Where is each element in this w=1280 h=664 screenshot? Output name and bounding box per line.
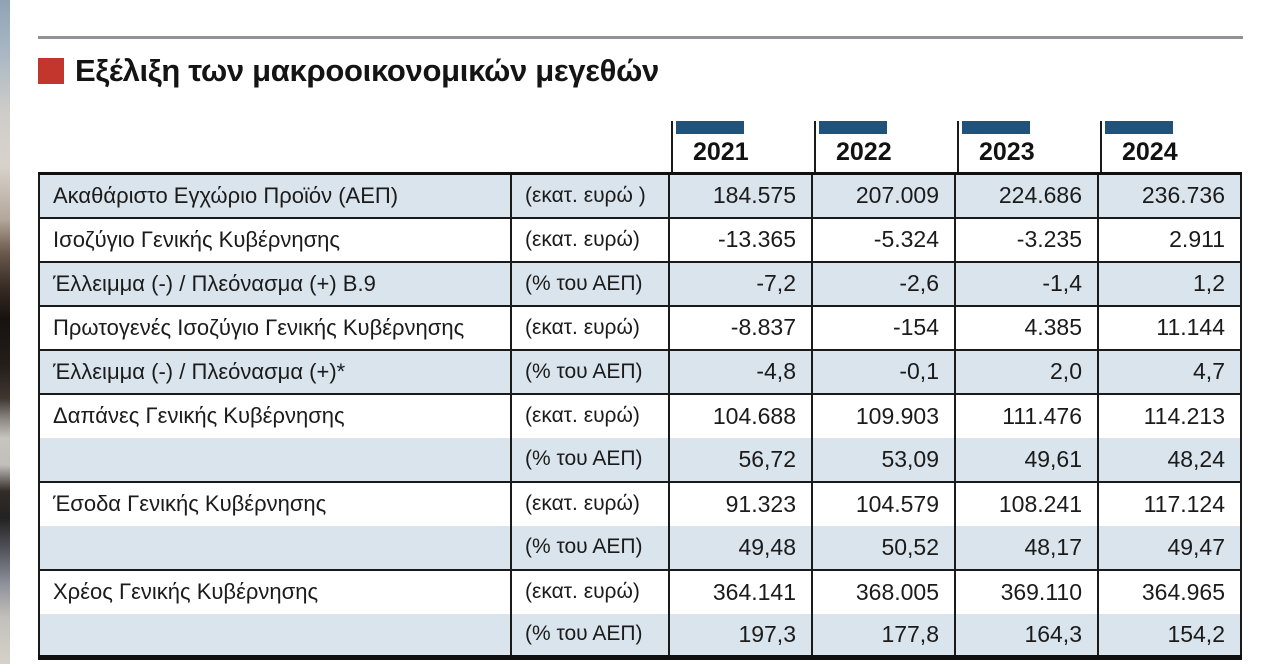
value-cell: 114.213 — [1097, 392, 1241, 438]
value-cell: 56,72 — [668, 437, 812, 482]
row-unit: (% του ΑΕΠ) — [510, 613, 669, 658]
table-row: Ισοζύγιο Γενικής Κυβέρνησης (εκατ. ευρώ)… — [39, 216, 1241, 262]
row-label — [39, 437, 511, 482]
row-label: Ακαθάριστο Εγχώριο Προϊόν (ΑΕΠ) — [39, 173, 511, 218]
year-header-row: 2021 2022 2023 2024 — [671, 121, 1243, 172]
value-cell: 2,0 — [954, 348, 1098, 394]
year-label: 2023 — [979, 138, 1035, 166]
table-row: Ακαθάριστο Εγχώριο Προϊόν (ΑΕΠ) (εκατ. ε… — [39, 173, 1241, 218]
row-unit: (εκατ. ευρώ) — [510, 392, 669, 438]
page-title: Εξέλιξη των μακροοικονομικών μεγεθών — [75, 53, 659, 88]
value-cell: 236.736 — [1097, 173, 1241, 218]
macro-table-wrap: 2021 2022 2023 2024 Ακαθάριστο Εγχώριο Π… — [38, 121, 1243, 660]
row-label — [39, 525, 511, 570]
row-unit: (εκατ. ευρώ) — [510, 216, 669, 262]
value-cell: -7,2 — [668, 260, 812, 306]
value-cell: -154 — [811, 304, 955, 350]
value-cell: 184.575 — [668, 173, 812, 218]
row-unit: (εκατ. ευρώ) — [510, 304, 669, 350]
table-row: (% του ΑΕΠ) 49,48 50,52 48,17 49,47 — [39, 525, 1241, 570]
value-cell: 50,52 — [811, 525, 955, 570]
value-cell: 369.110 — [954, 568, 1098, 614]
value-cell: -1,4 — [954, 260, 1098, 306]
row-label: Ισοζύγιο Γενικής Κυβέρνησης — [39, 216, 511, 262]
row-unit: (εκατ. ευρώ ) — [510, 173, 669, 218]
value-cell: -2,6 — [811, 260, 955, 306]
value-cell: 11.144 — [1097, 304, 1241, 350]
title-row: Εξέλιξη των μακροοικονομικών μεγεθών — [38, 53, 659, 89]
value-cell: 111.476 — [954, 392, 1098, 438]
value-cell: 117.124 — [1097, 480, 1241, 526]
table-row: (% του ΑΕΠ) 56,72 53,09 49,61 48,24 — [39, 437, 1241, 482]
row-unit: (% του ΑΕΠ) — [510, 348, 669, 394]
year-bar — [819, 121, 887, 134]
value-cell: 49,61 — [954, 437, 1098, 482]
year-column-header: 2021 — [671, 121, 814, 172]
value-cell: 108.241 — [954, 480, 1098, 526]
value-cell: -5.324 — [811, 216, 955, 262]
row-label: Πρωτογενές Ισοζύγιο Γενικής Κυβέρνησης — [39, 304, 511, 350]
table-row: (% του ΑΕΠ) 197,3 177,8 164,3 154,2 — [39, 613, 1241, 658]
table-row: Πρωτογενές Ισοζύγιο Γενικής Κυβέρνησης (… — [39, 304, 1241, 350]
title-bullet-icon — [38, 58, 64, 84]
value-cell: 177,8 — [811, 613, 955, 658]
value-cell: 4.385 — [954, 304, 1098, 350]
value-cell: 164,3 — [954, 613, 1098, 658]
value-cell: 364.141 — [668, 568, 812, 614]
table-row: Έλλειμμα (-) / Πλεόνασμα (+) B.9 (% του … — [39, 260, 1241, 306]
table-row: Δαπάνες Γενικής Κυβέρνησης (εκατ. ευρώ) … — [39, 392, 1241, 438]
value-cell: 49,47 — [1097, 525, 1241, 570]
value-cell: -0,1 — [811, 348, 955, 394]
table-row: Έλλειμμα (-) / Πλεόνασμα (+)* (% του ΑΕΠ… — [39, 348, 1241, 394]
value-cell: -13.365 — [668, 216, 812, 262]
year-column-header: 2023 — [957, 121, 1100, 172]
value-cell: 2.911 — [1097, 216, 1241, 262]
macro-table: Ακαθάριστο Εγχώριο Προϊόν (ΑΕΠ) (εκατ. ε… — [38, 172, 1242, 660]
photo-edge-strip — [0, 0, 10, 664]
row-unit: (% του ΑΕΠ) — [510, 437, 669, 482]
year-label: 2022 — [836, 138, 892, 166]
top-rule — [38, 36, 1243, 39]
year-bar — [962, 121, 1030, 134]
year-label: 2021 — [693, 138, 749, 166]
table-row: Χρέος Γενικής Κυβέρνησης (εκατ. ευρώ) 36… — [39, 568, 1241, 614]
value-cell: 48,24 — [1097, 437, 1241, 482]
year-bar — [676, 121, 744, 134]
value-cell: 104.579 — [811, 480, 955, 526]
value-cell: -8.837 — [668, 304, 812, 350]
value-cell: 53,09 — [811, 437, 955, 482]
value-cell: 49,48 — [668, 525, 812, 570]
value-cell: 197,3 — [668, 613, 812, 658]
year-label: 2024 — [1122, 138, 1178, 166]
value-cell: 4,7 — [1097, 348, 1241, 394]
row-unit: (εκατ. ευρώ) — [510, 480, 669, 526]
value-cell: 48,17 — [954, 525, 1098, 570]
value-cell: -3.235 — [954, 216, 1098, 262]
value-cell: 104.688 — [668, 392, 812, 438]
value-cell: 207.009 — [811, 173, 955, 218]
value-cell: 224.686 — [954, 173, 1098, 218]
value-cell: 91.323 — [668, 480, 812, 526]
row-label — [39, 613, 511, 658]
row-label: Χρέος Γενικής Κυβέρνησης — [39, 568, 511, 614]
row-label: Έσοδα Γενικής Κυβέρνησης — [39, 480, 511, 526]
year-bar — [1105, 121, 1173, 134]
row-label: Έλλειμμα (-) / Πλεόνασμα (+) B.9 — [39, 260, 511, 306]
row-label: Δαπάνες Γενικής Κυβέρνησης — [39, 392, 511, 438]
value-cell: 368.005 — [811, 568, 955, 614]
row-unit: (εκατ. ευρώ) — [510, 568, 669, 614]
value-cell: 154,2 — [1097, 613, 1241, 658]
value-cell: 364.965 — [1097, 568, 1241, 614]
table-row: Έσοδα Γενικής Κυβέρνησης (εκατ. ευρώ) 91… — [39, 480, 1241, 526]
year-column-header: 2024 — [1100, 121, 1243, 172]
row-label: Έλλειμμα (-) / Πλεόνασμα (+)* — [39, 348, 511, 394]
value-cell: 1,2 — [1097, 260, 1241, 306]
row-unit: (% του ΑΕΠ) — [510, 260, 669, 306]
value-cell: -4,8 — [668, 348, 812, 394]
value-cell: 109.903 — [811, 392, 955, 438]
year-column-header: 2022 — [814, 121, 957, 172]
row-unit: (% του ΑΕΠ) — [510, 525, 669, 570]
